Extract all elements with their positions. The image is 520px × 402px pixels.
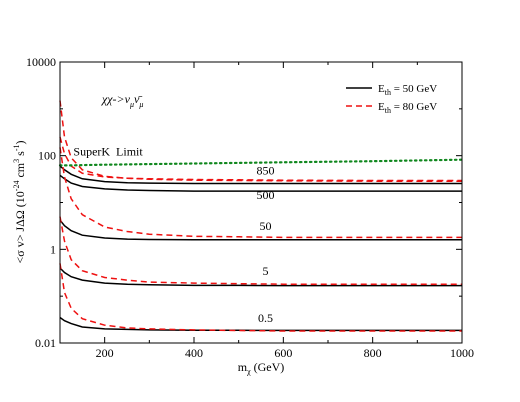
xlabel-tail: (GeV) — [251, 360, 285, 374]
title-mid: ν̄ — [134, 92, 142, 106]
legend-50-tail: = 50 GeV — [391, 83, 437, 95]
ylabel-m2: s — [13, 151, 27, 159]
legend-80-tail: = 80 GeV — [391, 101, 437, 113]
title-lead: χχ->ν — [101, 92, 131, 106]
ylabel-e1: -24 — [12, 181, 21, 192]
y-tick-label-1: 1 — [50, 242, 56, 256]
x-tick-label-200: 200 — [96, 346, 114, 360]
legend-80-lead: E — [378, 101, 385, 113]
series-0-5-50-gev — [59, 316, 462, 332]
xlabel-lead: m — [238, 360, 248, 374]
annotation-0-5: 0.5 — [258, 311, 273, 325]
ylabel-tail: ) — [13, 141, 27, 145]
xlabel-sub: χ — [246, 367, 251, 376]
annotation-50: 50 — [259, 219, 271, 233]
x-tick-label-400: 400 — [185, 346, 203, 360]
series-0-5-80-gev — [59, 263, 462, 332]
ticks-layer: 200 400 600 800 1000 0.01 1 100 10000 — [26, 55, 474, 360]
annotation-850: 850 — [256, 163, 274, 177]
legend-50-lead: E — [378, 83, 385, 95]
title-sub1: μ — [129, 100, 134, 109]
x-tick-label-800: 800 — [364, 346, 382, 360]
x-tick-label-1000: 1000 — [450, 346, 474, 360]
series-layer — [58, 100, 464, 332]
legend-label-50: Eth = 50 GeV — [378, 83, 437, 97]
labels-layer: SuperK Limit 850 500 50 5 0.5 — [73, 145, 274, 325]
x-tick-label-600: 600 — [274, 346, 292, 360]
ylabel-lead: <σ v> JΔΩ (10 — [13, 191, 27, 263]
legend-80-sub: th — [385, 106, 391, 115]
annotation-superk-limit: SuperK Limit — [73, 145, 143, 159]
annotation-5: 5 — [262, 264, 268, 278]
series-5-50-gev — [59, 267, 462, 287]
legend: Eth = 50 GeV Eth = 80 GeV — [346, 83, 437, 115]
x-axis-title: mχ (GeV) — [238, 360, 285, 376]
ylabel-m1: cm — [13, 162, 27, 180]
y-tick-label-0-01: 0.01 — [35, 336, 56, 350]
title-sub2: μ — [138, 100, 143, 109]
chart-title: χχ->νμν̄μ — [101, 92, 143, 109]
series-850-50-gev — [59, 174, 462, 192]
series-500-50-gev — [59, 165, 462, 185]
series-50-80-gev — [59, 147, 462, 239]
ylabel-e2: 3 — [12, 159, 21, 163]
ylabel-e3: -1 — [12, 145, 21, 152]
series-5-80-gev — [59, 216, 462, 285]
series-50-50-gev — [59, 219, 462, 241]
legend-label-80: Eth = 80 GeV — [378, 101, 437, 115]
series-500-80-gev — [59, 136, 462, 182]
y-axis-title: <σ v> JΔΩ (10-24 cm3 s-1) — [12, 141, 27, 264]
legend-50-sub: th — [385, 88, 391, 97]
y-tick-label-100: 100 — [38, 149, 56, 163]
series-superk-limit — [58, 158, 464, 167]
y-tick-label-10000: 10000 — [26, 55, 56, 69]
annotation-500: 500 — [256, 188, 274, 202]
